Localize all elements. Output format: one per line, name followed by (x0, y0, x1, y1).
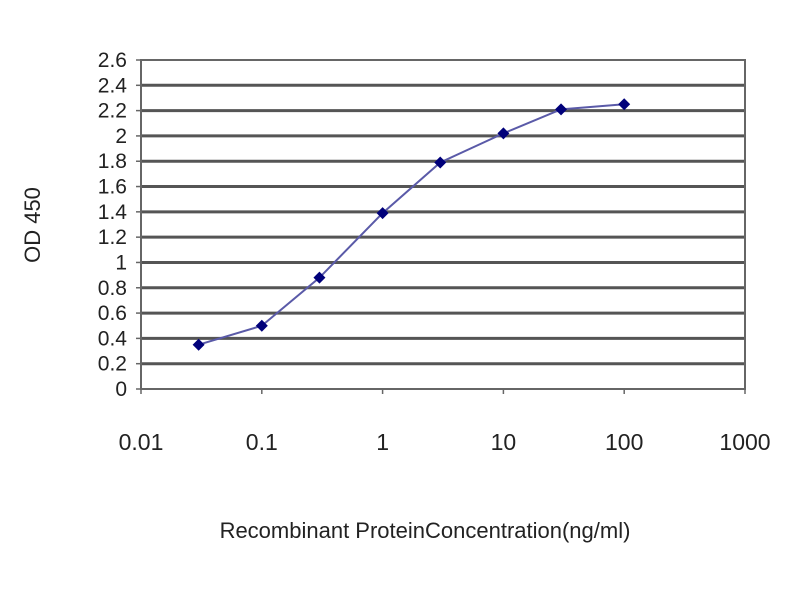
data-point (313, 271, 326, 284)
data-point (376, 207, 389, 220)
data-point (192, 338, 205, 351)
x-tick-label: 1000 (719, 429, 770, 455)
x-axis-label: Recombinant ProteinConcentration(ng/ml) (220, 518, 631, 543)
y-tick-labels: 00.2 0.40.60.8 11.21.41.6 1.822.2 2.42.6 (98, 49, 128, 401)
y-tick-label: 1.8 (98, 150, 127, 173)
x-tick-label: 100 (605, 429, 643, 455)
y-tick-label: 0 (115, 378, 127, 401)
y-tick-label: 2.2 (98, 100, 127, 123)
y-tick-label: 2.4 (98, 74, 128, 97)
y-tick-label: 1 (115, 251, 127, 274)
x-tick-label: 1 (376, 429, 389, 455)
x-tick-label: 10 (491, 429, 517, 455)
y-tick-label: 0.6 (98, 302, 127, 325)
data-point (555, 103, 568, 116)
y-tick-label: 2.6 (98, 49, 127, 72)
x-tick-labels: 0.01 0.1 1 10 100 1000 (119, 429, 771, 455)
x-tick-label: 0.1 (246, 429, 278, 455)
y-tick-label: 0.2 (98, 353, 127, 376)
plot-area-border (140, 59, 746, 390)
y-axis-label: OD 450 (20, 187, 45, 263)
data-point (618, 98, 631, 111)
data-point (255, 319, 268, 332)
gridlines (136, 59, 746, 394)
data-point (497, 127, 510, 140)
series-line (198, 103, 625, 346)
data-point (434, 156, 447, 169)
y-tick-label: 0.4 (98, 327, 128, 350)
series (192, 98, 631, 351)
y-tick-label: 1.4 (98, 201, 128, 224)
x-tick-label: 0.01 (119, 429, 164, 455)
y-tick-label: 0.8 (98, 277, 127, 300)
y-tick-label: 1.2 (98, 226, 127, 249)
y-tick-label: 1.6 (98, 176, 127, 199)
y-tick-label: 2 (115, 125, 127, 148)
